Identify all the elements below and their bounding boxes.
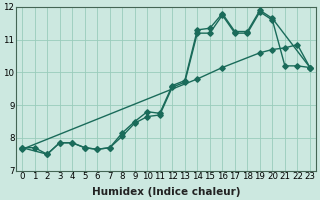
X-axis label: Humidex (Indice chaleur): Humidex (Indice chaleur)	[92, 187, 240, 197]
